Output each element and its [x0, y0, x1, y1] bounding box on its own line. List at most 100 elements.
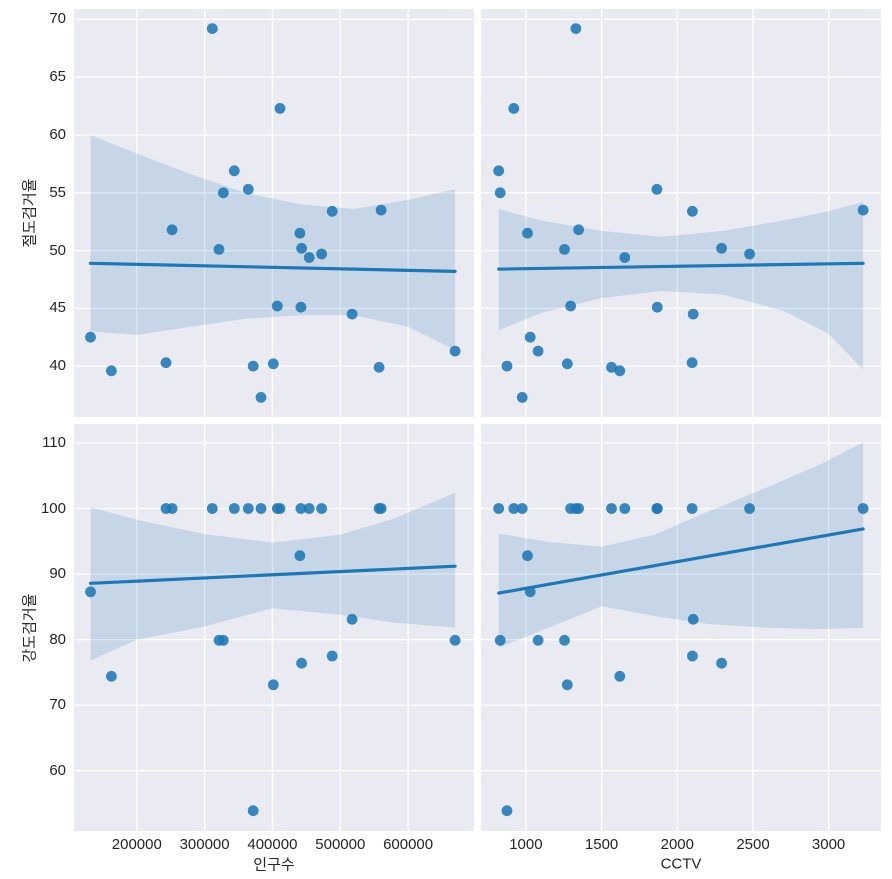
data-point	[494, 187, 506, 199]
y-tick-label: 80	[49, 630, 66, 648]
subplot-robbery-vs-population	[74, 424, 474, 831]
data-point	[271, 503, 283, 514]
data-point	[295, 301, 307, 313]
regression-line	[88, 261, 457, 273]
data-point	[255, 392, 267, 403]
subplot-theft-vs-cctv	[481, 9, 881, 417]
data-point	[106, 365, 117, 377]
confidence-band	[498, 202, 864, 370]
data-point	[255, 503, 267, 514]
subplot-theft-vs-population	[74, 9, 474, 417]
data-point	[247, 360, 259, 372]
data-point	[565, 300, 576, 312]
data-point	[857, 503, 869, 514]
data-point	[247, 805, 259, 817]
data-point	[744, 248, 755, 260]
data-point	[686, 357, 698, 369]
data-point	[346, 613, 358, 625]
data-point	[516, 392, 528, 403]
data-point	[213, 634, 225, 646]
data-point	[606, 503, 617, 514]
data-point	[316, 248, 327, 260]
data-point	[493, 503, 505, 514]
y-tick-label: 70	[49, 10, 66, 28]
data-point	[213, 244, 225, 255]
data-point	[85, 331, 96, 343]
data-point	[532, 345, 544, 357]
data-point	[716, 242, 727, 254]
plot-area-robbery-vs-cctv	[481, 424, 881, 831]
data-point	[686, 503, 698, 514]
data-point	[606, 361, 617, 373]
data-point	[687, 308, 699, 320]
regression-line	[497, 261, 865, 271]
data-point	[294, 550, 306, 562]
y-tick-label: 45	[49, 299, 66, 317]
x-tick-label: 1000	[509, 836, 543, 853]
y-tick-label: 110	[42, 434, 66, 451]
data-point	[614, 670, 626, 682]
data-point	[614, 365, 626, 377]
y-tick-label: 60	[49, 126, 66, 143]
data-point	[619, 252, 631, 263]
data-point	[373, 503, 385, 514]
data-point	[651, 301, 663, 313]
data-point	[316, 503, 327, 514]
confidence-band	[498, 442, 864, 648]
data-point	[271, 300, 283, 312]
data-point	[857, 204, 869, 216]
data-point	[303, 503, 315, 514]
data-point	[373, 361, 385, 373]
y-tick-label: 60	[49, 761, 66, 779]
plot-area-theft-vs-cctv	[481, 9, 881, 417]
data-point	[559, 634, 570, 646]
data-point	[296, 242, 307, 254]
x-tick-label: 200000	[111, 836, 162, 853]
data-point	[228, 165, 240, 177]
data-point	[532, 634, 544, 646]
y-tick-label: 50	[49, 241, 66, 259]
data-point	[326, 650, 338, 662]
y-tick-label: 70	[49, 696, 66, 714]
plot-area-theft-vs-population	[74, 9, 474, 417]
y-tick-label: 90	[49, 565, 66, 583]
data-point	[570, 23, 582, 34]
data-point	[501, 360, 513, 372]
data-point	[267, 679, 279, 691]
data-point	[228, 503, 240, 514]
plot-area-robbery-vs-population	[74, 424, 474, 831]
data-point	[524, 331, 536, 343]
x-tick-label: 300000	[179, 836, 230, 853]
data-point	[160, 503, 172, 514]
y-tick-label: 100	[40, 499, 66, 517]
x-axis-label-cctv: CCTV	[660, 855, 702, 873]
data-point	[522, 227, 533, 239]
data-point	[295, 503, 307, 514]
data-point	[242, 503, 254, 514]
data-point	[516, 503, 528, 514]
data-point	[303, 252, 315, 263]
data-point	[242, 183, 254, 195]
x-tick-label: 500000	[315, 836, 366, 853]
data-point	[559, 244, 570, 255]
data-point	[501, 805, 513, 817]
data-point	[493, 165, 505, 177]
y-tick-label: 40	[49, 357, 66, 375]
data-point	[85, 586, 96, 598]
data-point	[687, 650, 698, 662]
confidence-band	[90, 135, 456, 350]
x-tick-label: 3000	[811, 836, 846, 853]
data-point	[449, 634, 461, 646]
regression-line	[497, 527, 865, 595]
x-tick-label: 1500	[584, 836, 619, 853]
data-point	[651, 183, 663, 195]
data-point	[267, 358, 279, 370]
data-point	[296, 657, 307, 669]
data-point	[160, 357, 172, 369]
data-point	[449, 345, 461, 357]
y-tick-label: 65	[49, 68, 66, 86]
data-point	[687, 205, 698, 217]
x-tick-label: 2000	[660, 836, 694, 853]
data-point	[508, 503, 520, 514]
